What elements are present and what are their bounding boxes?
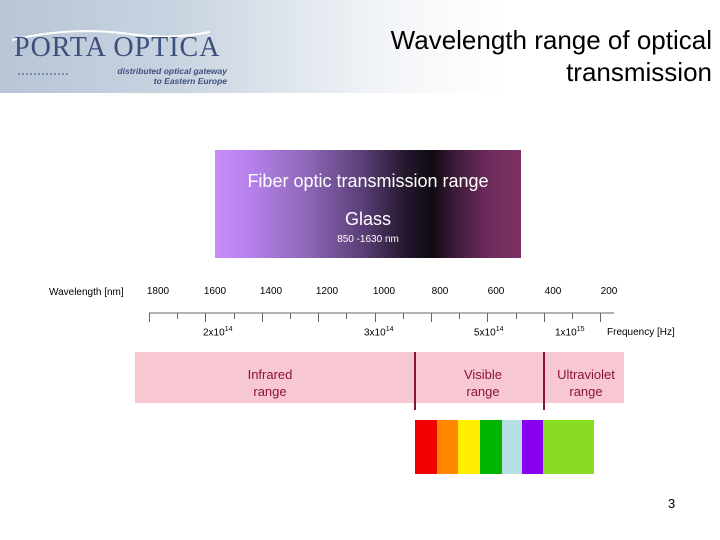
frequency-axis-label: Frequency [Hz]	[607, 327, 675, 338]
frequency-tick: 5x1014	[474, 326, 503, 338]
visible-label-line2: range	[466, 384, 500, 399]
frequency-mantissa: 5x10	[474, 327, 496, 339]
visible-label-line1: Visible	[463, 367, 503, 382]
spectrum-swatch	[522, 420, 544, 474]
slide-header: PORTA OPTICA distributed optical gateway…	[0, 0, 720, 93]
frequency-mantissa: 2x10	[203, 327, 225, 339]
wavelength-axis-label: Wavelength [nm]	[49, 287, 124, 298]
logo-tagline-line1: distributed optical gateway	[117, 66, 227, 76]
ultraviolet-label-line1: Ultraviolet	[557, 367, 615, 382]
spectrum-swatch	[415, 420, 437, 474]
scale-axis	[149, 312, 614, 322]
fiber-box-material: Glass	[344, 209, 391, 229]
wavelength-tick: 1600	[203, 286, 227, 297]
slide-title-line2: transmission	[566, 57, 712, 87]
ultraviolet-range-label: Ultraviolet range	[543, 366, 629, 400]
porta-optica-logo: PORTA OPTICA distributed optical gateway…	[10, 30, 235, 90]
frequency-mantissa: 1x10	[555, 327, 577, 339]
infrared-range-label: Infrared range	[227, 366, 313, 400]
frequency-tick: 2x1014	[203, 326, 232, 338]
infrared-label-line2: range	[253, 384, 287, 399]
logo-tagline: distributed optical gateway to Eastern E…	[117, 66, 227, 86]
visible-range-label: Visible range	[440, 366, 526, 400]
spectral-bands	[135, 352, 624, 403]
logo-text: PORTA OPTICA	[14, 32, 221, 63]
frequency-exponent: 15	[576, 326, 585, 333]
wavelength-tick: 200	[600, 286, 618, 297]
logo-tagline-line2: to Eastern Europe	[153, 76, 227, 86]
slide-title: Wavelength range of optical transmission	[292, 24, 712, 88]
wavelength-tick: 1400	[259, 286, 283, 297]
slide-title-line1: Wavelength range of optical	[390, 25, 712, 55]
wavelength-tick: 400	[544, 286, 562, 297]
wavelength-tick: 1200	[315, 286, 339, 297]
ultraviolet-label-line2: range	[569, 384, 603, 399]
fiber-box-title: Fiber optic transmission range	[247, 171, 489, 191]
spectrum-swatch	[501, 420, 523, 474]
axis-ticks	[149, 313, 601, 322]
frequency-exponent: 14	[385, 326, 394, 333]
frequency-tick: 1x1015	[555, 326, 584, 338]
page-number: 3	[668, 496, 676, 511]
frequency-exponent: 14	[495, 326, 504, 333]
logo-swoosh-icon	[11, 30, 211, 75]
fiber-transmission-box: Fiber optic transmission range Glass 850…	[215, 150, 521, 258]
spectrum-swatch	[457, 420, 480, 474]
infrared-label-line1: Infrared	[247, 367, 293, 382]
spectrum-swatch	[543, 420, 595, 474]
frequency-mantissa: 3x10	[364, 327, 386, 339]
fiber-box-range: 850 -1630 nm	[337, 234, 399, 245]
wavelength-tick: 1000	[372, 286, 396, 297]
frequency-exponent: 14	[224, 326, 233, 333]
frequency-tick: 3x1014	[364, 326, 393, 338]
spectrum-swatch	[479, 420, 502, 474]
infrared-visible-divider	[414, 352, 416, 410]
spectrum-swatch	[436, 420, 458, 474]
wavelength-tick: 600	[487, 286, 505, 297]
visible-color-spectrum	[414, 419, 595, 475]
wavelength-tick: 800	[431, 286, 449, 297]
visible-ultraviolet-divider	[543, 352, 545, 410]
wavelength-tick: 1800	[146, 286, 170, 297]
